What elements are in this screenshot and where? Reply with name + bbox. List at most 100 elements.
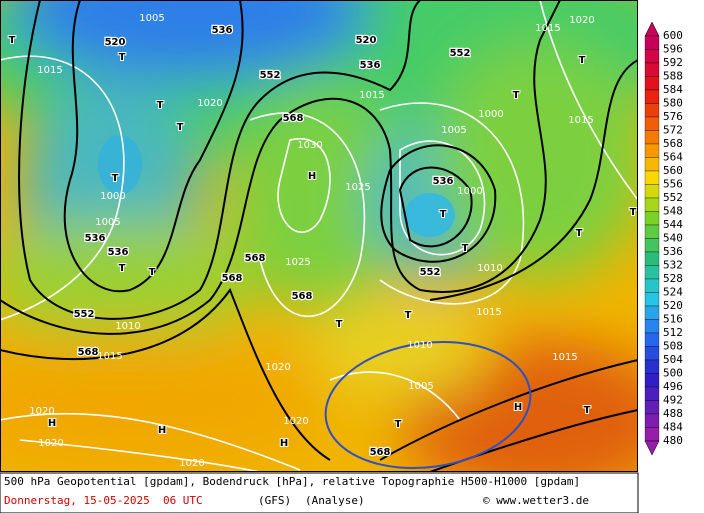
pressure-center: T [584, 405, 591, 416]
pressure-center: T [405, 310, 412, 321]
geopotential-label: 552 [260, 70, 281, 81]
legend-label: 568 [663, 137, 683, 150]
legend-swatch [644, 359, 660, 374]
pressure-center: H [514, 402, 522, 413]
geopotential-label: 568 [222, 273, 243, 284]
pressure-center: T [395, 419, 402, 430]
legend-swatch [644, 305, 660, 320]
footer-date: Donnerstag, 15-05-2025 06 UTC [4, 494, 203, 507]
legend-swatch [644, 224, 660, 239]
isobar-label: 1000 [100, 191, 125, 202]
pressure-center: T [513, 90, 520, 101]
isobar-label: 1000 [478, 109, 503, 120]
geopotential-label: 520 [356, 35, 377, 46]
color-legend: 6005965925885845805765725685645605565525… [644, 21, 683, 456]
geopotential-contours [0, 0, 638, 472]
legend-label: 480 [663, 434, 683, 447]
legend-swatch [644, 251, 660, 266]
isobar-label: 1000 [457, 186, 482, 197]
pressure-center: T [112, 173, 119, 184]
isobar-label: 1005 [139, 13, 164, 24]
legend-label: 564 [663, 151, 683, 164]
geopotential-label: 552 [450, 48, 471, 59]
isobar-label: 1005 [408, 381, 433, 392]
geopotential-label: 536 [212, 25, 233, 36]
pressure-center: T [9, 35, 16, 46]
legend-swatch [644, 346, 660, 361]
legend-swatch [644, 211, 660, 226]
legend-swatch [644, 386, 660, 401]
legend-label: 508 [663, 340, 683, 353]
legend-swatch [644, 413, 660, 428]
pressure-center: H [158, 425, 166, 436]
legend-swatch [644, 332, 660, 347]
footer-run: (Analyse) [305, 494, 365, 507]
isobar-label: 1020 [38, 438, 63, 449]
geopotential-label: 536 [85, 233, 106, 244]
geopotential-label: 568 [78, 347, 99, 358]
legend-label: 576 [663, 110, 683, 123]
legend-label: 484 [663, 421, 683, 434]
pressure-center: H [308, 171, 316, 182]
legend-swatch [644, 170, 660, 185]
footer-credit: © www.wetter3.de [483, 494, 589, 507]
legend-label: 592 [663, 56, 683, 69]
pressure-center: T [630, 207, 637, 218]
legend-label: 584 [663, 83, 683, 96]
pressure-center: H [48, 418, 56, 429]
legend-label: 512 [663, 326, 683, 339]
isobar-label: 1020 [569, 15, 594, 26]
legend-label: 504 [663, 353, 683, 366]
isobar-label: 1015 [476, 307, 501, 318]
pressure-center: T [119, 52, 126, 63]
footer-description: 500 hPa Geopotential [gpdam], Bodendruck… [4, 475, 580, 488]
legend-label: 496 [663, 380, 683, 393]
geopotential-label: 536 [108, 247, 129, 258]
isobar-label: 1020 [197, 98, 222, 109]
legend-label: 528 [663, 272, 683, 285]
pressure-center: T [157, 100, 164, 111]
geopotential-label: 536 [433, 176, 454, 187]
isobars [0, 0, 638, 472]
legend-swatch [644, 184, 660, 199]
isobar-label: 1015 [568, 115, 593, 126]
legend-label: 524 [663, 286, 683, 299]
legend-swatch [644, 130, 660, 145]
geopotential-label: 552 [420, 267, 441, 278]
isobar-label: 1005 [441, 125, 466, 136]
legend-label: 540 [663, 232, 683, 245]
pressure-center: T [576, 228, 583, 239]
legend-label: 520 [663, 299, 683, 312]
legend-swatch [644, 49, 660, 64]
legend-swatch [644, 197, 660, 212]
pressure-center: T [462, 243, 469, 254]
isobar-label: 1025 [345, 182, 370, 193]
legend-label: 560 [663, 164, 683, 177]
legend-label: 544 [663, 218, 683, 231]
legend-swatch [644, 400, 660, 415]
map-frame [0, 0, 638, 472]
legend-swatch [644, 103, 660, 118]
isobar-label: 1010 [407, 340, 432, 351]
legend-swatch [644, 89, 660, 104]
isobar-label: 1015 [535, 23, 560, 34]
pressure-center: T [119, 263, 126, 274]
isobar-label: 1015 [359, 90, 384, 101]
isobar-label: 1025 [285, 257, 310, 268]
isobar-label: 1030 [297, 140, 322, 151]
isobar-label: 1020 [179, 458, 204, 469]
map-labels: 5205365525685365365525685685685685365525… [8, 13, 638, 469]
legend-label: 552 [663, 191, 683, 204]
isobar-label: 1015 [37, 65, 62, 76]
legend-swatch [644, 265, 660, 280]
map-area: 5205365525685365365525685685685685365525… [0, 0, 638, 472]
legend-swatch [644, 157, 660, 172]
isobar-label: 1005 [95, 217, 120, 228]
legend-swatch [644, 292, 660, 307]
legend-label: 492 [663, 394, 683, 407]
isobar-label: 1010 [477, 263, 502, 274]
footer-box [0, 472, 639, 513]
geopotential-label: 520 [105, 37, 126, 48]
legend-swatch [644, 116, 660, 131]
footer-model: (GFS) [258, 494, 291, 507]
